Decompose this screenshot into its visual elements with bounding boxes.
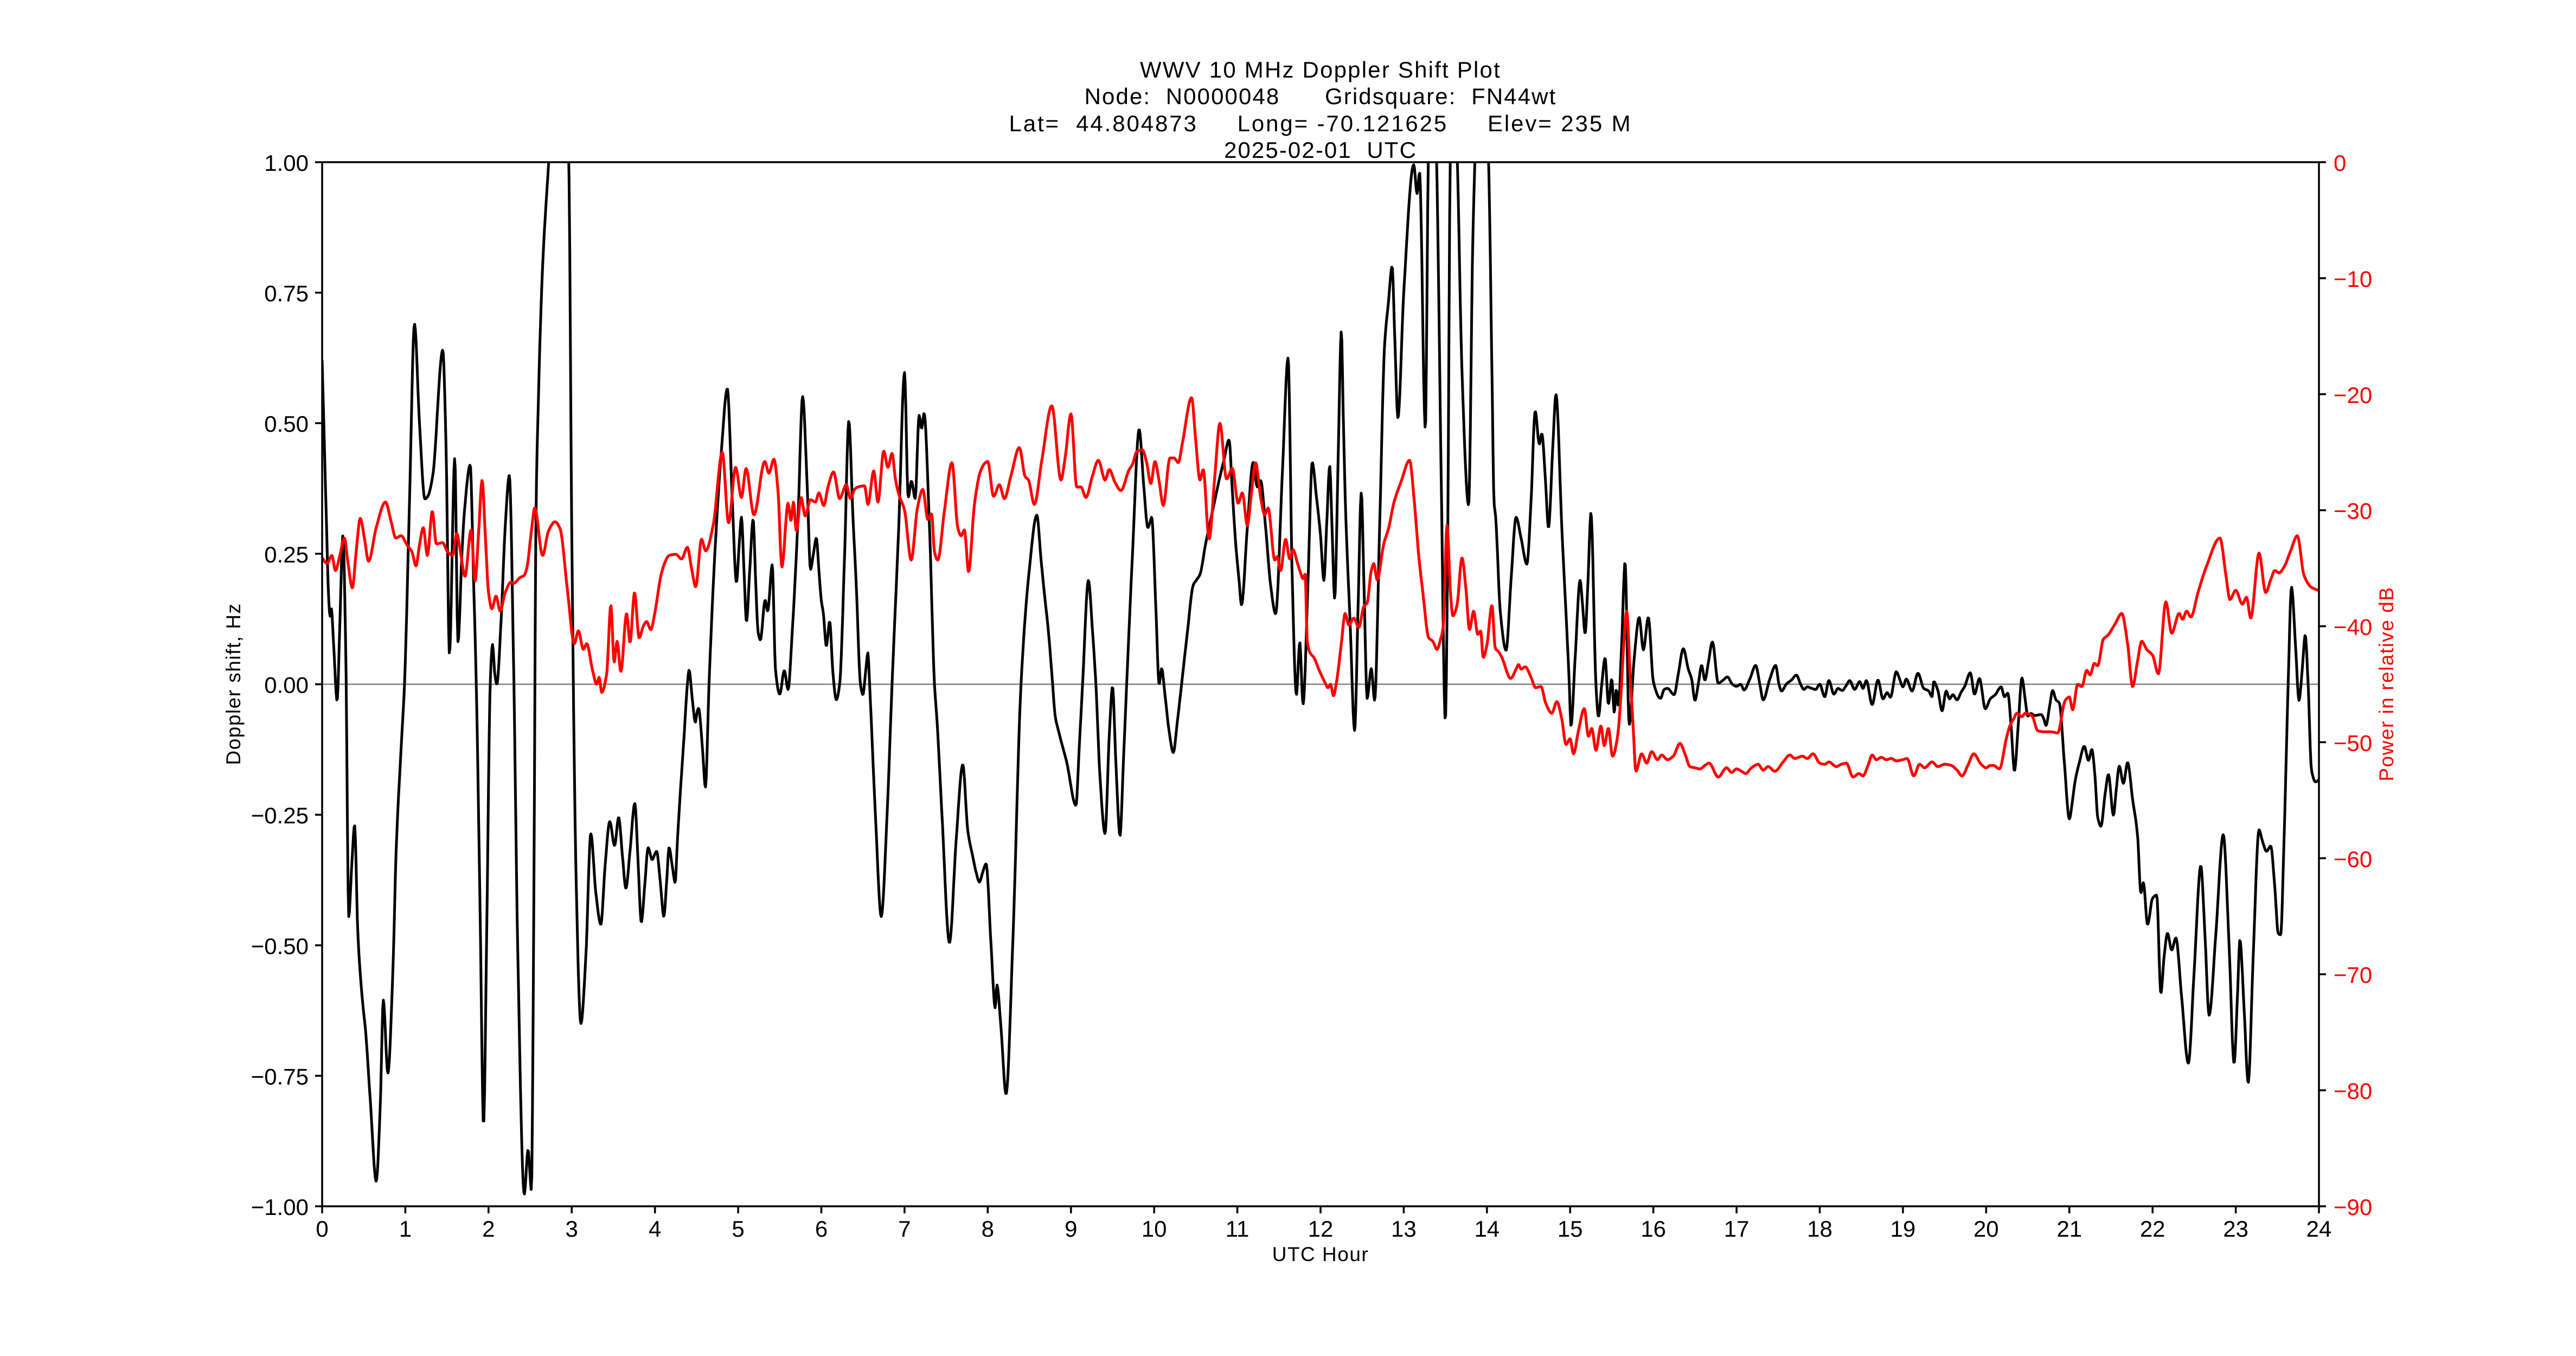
svg-text:5: 5 [732, 1216, 744, 1242]
svg-text:−0.75: −0.75 [251, 1064, 309, 1089]
svg-text:Power in relative dB: Power in relative dB [2375, 586, 2398, 781]
svg-text:3: 3 [566, 1216, 578, 1242]
svg-text:WWV 10 MHz Doppler Shift Plot: WWV 10 MHz Doppler Shift Plot [1140, 57, 1501, 82]
svg-text:1: 1 [399, 1216, 412, 1242]
svg-text:−80: −80 [2334, 1078, 2372, 1104]
svg-text:0.75: 0.75 [264, 281, 309, 306]
svg-text:10: 10 [1142, 1216, 1167, 1242]
svg-text:−90: −90 [2334, 1194, 2372, 1220]
svg-text:−60: −60 [2334, 846, 2372, 872]
svg-text:UTC Hour: UTC Hour [1272, 1243, 1369, 1265]
svg-text:2025-02-01 UTC: 2025-02-01 UTC [1224, 137, 1417, 163]
svg-text:21: 21 [2056, 1216, 2082, 1242]
svg-text:16: 16 [1641, 1216, 1666, 1242]
svg-text:−30: −30 [2334, 498, 2372, 524]
svg-text:8: 8 [982, 1216, 994, 1242]
svg-text:22: 22 [2140, 1216, 2165, 1242]
svg-text:Doppler shift, Hz: Doppler shift, Hz [222, 603, 245, 765]
svg-text:12: 12 [1308, 1216, 1334, 1242]
svg-text:−0.50: −0.50 [251, 933, 309, 959]
svg-text:15: 15 [1558, 1216, 1583, 1242]
svg-text:−40: −40 [2334, 615, 2372, 640]
svg-text:20: 20 [1973, 1216, 1999, 1242]
svg-text:−50: −50 [2334, 730, 2372, 756]
svg-text:11: 11 [1226, 1216, 1249, 1242]
svg-text:0: 0 [2334, 150, 2346, 176]
svg-text:−1.00: −1.00 [251, 1194, 309, 1220]
svg-text:0: 0 [316, 1216, 328, 1242]
svg-text:Node: N0000048 Gridsquar: Node: N0000048 Gridsquare: FN44wt [1085, 84, 1557, 109]
svg-text:23: 23 [2223, 1216, 2248, 1242]
svg-text:0.50: 0.50 [264, 411, 309, 437]
svg-text:19: 19 [1891, 1216, 1916, 1242]
svg-text:−20: −20 [2334, 382, 2372, 408]
svg-text:1.00: 1.00 [264, 150, 309, 176]
svg-text:7: 7 [898, 1216, 911, 1242]
svg-text:−70: −70 [2334, 962, 2372, 988]
svg-text:−0.25: −0.25 [251, 803, 309, 828]
svg-text:−10: −10 [2334, 266, 2372, 292]
svg-text:13: 13 [1391, 1216, 1417, 1242]
svg-text:0.25: 0.25 [264, 542, 309, 567]
svg-text:14: 14 [1474, 1216, 1500, 1242]
svg-text:Lat= 44.804873 Long= -70.: Lat= 44.804873 Long= -70.121625 Elev= 23… [1009, 111, 1632, 136]
svg-text:6: 6 [815, 1216, 828, 1242]
svg-text:4: 4 [649, 1216, 661, 1242]
svg-text:2: 2 [482, 1216, 495, 1242]
svg-text:24: 24 [2306, 1216, 2332, 1242]
svg-text:18: 18 [1807, 1216, 1832, 1242]
svg-text:17: 17 [1724, 1216, 1750, 1242]
svg-text:0.00: 0.00 [264, 673, 309, 698]
svg-text:9: 9 [1065, 1216, 1077, 1242]
